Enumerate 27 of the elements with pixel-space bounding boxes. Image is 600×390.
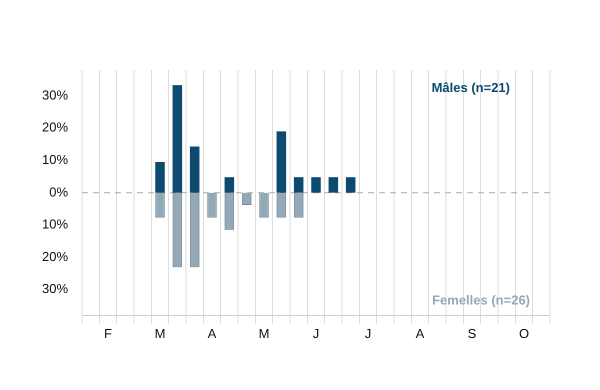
- y-tick-label: 30%: [42, 281, 68, 296]
- x-tick-label: J: [312, 326, 320, 341]
- text: Mâles (n=21): [432, 80, 510, 96]
- bar: [294, 177, 304, 193]
- y-tick-label: 10%: [42, 216, 68, 232]
- bar: [190, 146, 200, 193]
- x-tick-label: S: [468, 326, 477, 341]
- bar: [155, 162, 165, 193]
- y-tick-label: 30%: [42, 87, 68, 102]
- y-tick-label: 10%: [42, 152, 68, 167]
- y-tick-label: 20%: [42, 120, 68, 135]
- bar: [328, 177, 338, 193]
- bar: [311, 177, 321, 193]
- x-tick-label: A: [416, 326, 425, 341]
- x-tick-label: O: [518, 326, 530, 341]
- bar: [172, 85, 182, 193]
- y-tick-label: 0%: [49, 184, 68, 200]
- bar: [346, 177, 356, 193]
- x-tick-label: J: [364, 326, 372, 341]
- x-tick-label: M: [154, 326, 166, 341]
- x-tick-label: M: [258, 326, 270, 341]
- bar: [276, 131, 286, 193]
- x-tick-label: F: [104, 326, 112, 341]
- bar: [224, 177, 234, 193]
- x-tick-label: A: [208, 326, 217, 341]
- y-tick-label: 20%: [42, 248, 68, 264]
- text: Femelles (n=26): [432, 292, 530, 308]
